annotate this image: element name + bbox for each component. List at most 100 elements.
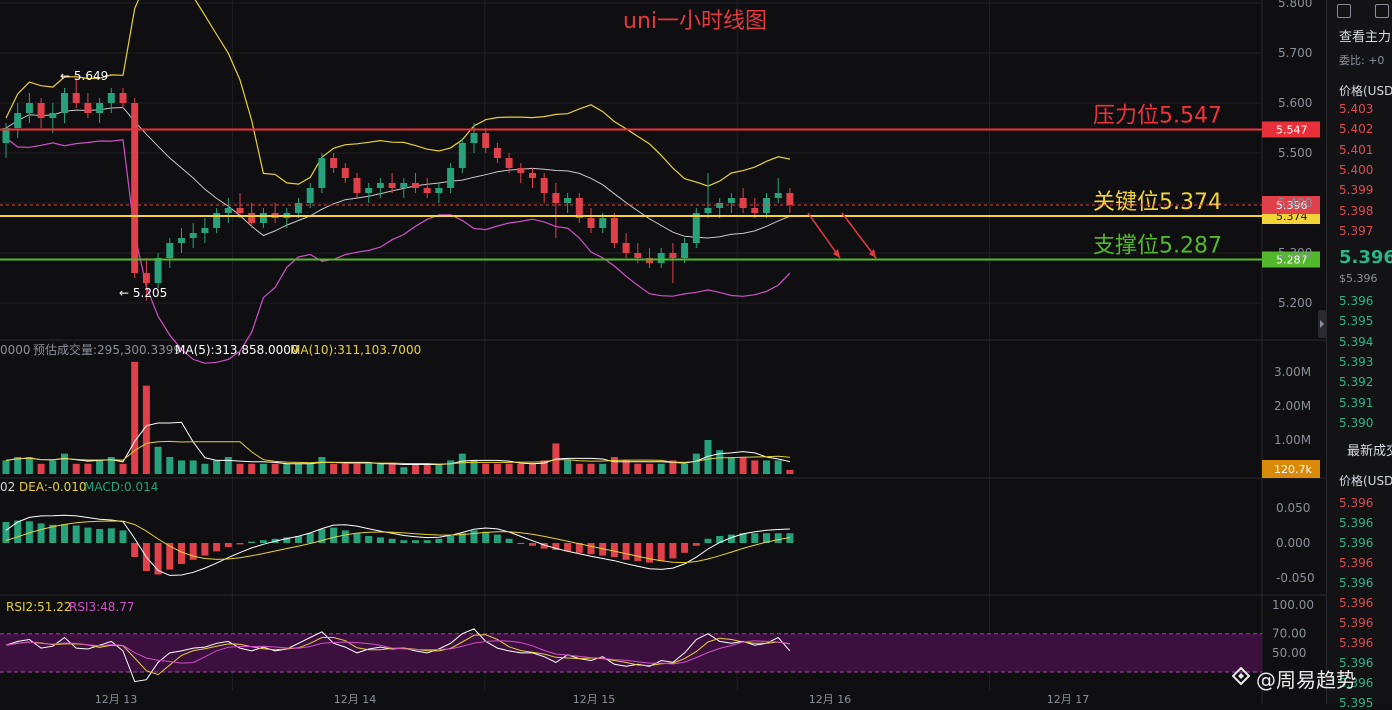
ask-row[interactable]: 5.402 [1339, 122, 1374, 137]
macd-bar [318, 529, 326, 543]
ask-row[interactable]: 5.398 [1339, 203, 1374, 218]
sidebar-header[interactable]: 查看主力 [1339, 30, 1392, 45]
macd-bar [283, 537, 291, 543]
tool-icon[interactable] [1337, 4, 1351, 18]
bid-row[interactable]: 5.391 [1339, 395, 1374, 410]
trade-row[interactable]: 5.396 [1339, 576, 1374, 590]
volume-bar [248, 463, 256, 474]
candle-body [61, 93, 68, 113]
candle-body [365, 188, 373, 193]
macd-bar [774, 533, 782, 543]
candle-body [412, 183, 419, 188]
candle-body [295, 203, 302, 213]
volume-bar [84, 463, 92, 474]
macd-panel: 0.050 0.000 -0.050 [2, 501, 1315, 585]
volume-bar [365, 463, 373, 474]
level-label: 支撑位5.287 [1093, 234, 1222, 259]
macd-tick-label: 0.050 [1276, 501, 1310, 515]
volume-ma5: MA(5):313,858.0000 [175, 343, 299, 357]
candle-body [142, 273, 150, 283]
volume-bar [599, 463, 607, 474]
candles [2, 78, 794, 301]
volume-bar [412, 463, 419, 474]
level-tag [1262, 251, 1320, 268]
macd-bar [61, 524, 68, 543]
candle-body [575, 198, 583, 218]
time-axis: 12月 13 12月 14 12月 15 12月 16 12月 17 [95, 693, 1090, 704]
trade-row[interactable]: 5.396 [1339, 556, 1374, 570]
macd-bar [435, 538, 443, 543]
macd-dea: DEA:-0.010 [19, 480, 87, 494]
trade-row[interactable]: 5.396 [1339, 656, 1374, 670]
candle-body [25, 103, 33, 113]
ask-row[interactable]: 5.401 [1339, 142, 1374, 157]
ask-row[interactable]: 5.397 [1339, 223, 1374, 238]
macd-bar [25, 521, 33, 543]
candle-body [634, 253, 642, 258]
candle-body [517, 168, 525, 173]
candle-body [154, 258, 162, 283]
high-annotation: ← 5.649 [60, 69, 108, 83]
macd-bar [552, 543, 560, 550]
volume-bar [341, 463, 349, 474]
trade-row[interactable]: 5.396 [1339, 676, 1374, 690]
volume-bar [376, 463, 384, 474]
ask-row[interactable]: 5.403 [1339, 102, 1374, 116]
macd-bar [763, 533, 770, 543]
candle-body [84, 103, 92, 113]
macd-bar [599, 543, 607, 556]
bid-row[interactable]: 5.395 [1339, 314, 1374, 329]
low-annotation: ← 5.205 [119, 286, 167, 300]
bid-row[interactable]: 5.393 [1339, 354, 1374, 369]
volume-bar [435, 463, 443, 474]
macd-bar [681, 543, 689, 553]
price-tick-label: 5.400 [1278, 196, 1312, 210]
macd-bar [482, 531, 490, 543]
bid-row[interactable]: 5.396 [1339, 294, 1374, 308]
ask-row[interactable]: 5.400 [1339, 162, 1374, 177]
bid-row[interactable]: 5.390 [1339, 415, 1374, 430]
ask-row[interactable]: 5.399 [1339, 183, 1374, 198]
volume-bar [751, 460, 759, 474]
macd-bar [376, 537, 384, 543]
settings-icon[interactable] [1375, 4, 1389, 18]
candle-body [763, 198, 770, 213]
volume-bar [224, 457, 232, 474]
volume-bar [201, 463, 209, 474]
bid-row[interactable]: 5.394 [1339, 334, 1374, 349]
trade-row[interactable]: 5.395 [1339, 696, 1374, 710]
volume-bar [669, 460, 677, 474]
volume-bar [646, 463, 653, 474]
macd-bar [622, 543, 630, 560]
trend-arrow-head [833, 249, 840, 258]
macd-bar [634, 543, 642, 562]
volume-bar [493, 463, 501, 474]
rsi-band [0, 633, 1262, 672]
trade-row[interactable]: 5.396 [1339, 596, 1374, 610]
volume-bar [154, 446, 162, 474]
volume-bar [622, 460, 630, 474]
macd-bar [224, 543, 232, 548]
latest-trades-header[interactable]: 最新成交 [1347, 444, 1392, 459]
macd-bar [96, 529, 104, 543]
macd-bar [540, 543, 548, 549]
trade-row[interactable]: 5.396 [1339, 616, 1374, 630]
bid-row[interactable]: 5.392 [1339, 375, 1374, 390]
macd-bar [739, 533, 747, 543]
volume-bar [482, 463, 490, 474]
trade-row[interactable]: 5.396 [1339, 496, 1374, 510]
trade-row[interactable]: 5.396 [1339, 516, 1374, 530]
candle-body [259, 213, 267, 223]
macd-bar [587, 543, 595, 555]
trade-row[interactable]: 5.396 [1339, 636, 1374, 650]
trade-row[interactable]: 5.396 [1339, 536, 1374, 550]
trend-arrow [807, 212, 841, 259]
trend-arrow [841, 212, 877, 259]
volume-tick-label: 3.00M [1274, 365, 1311, 379]
time-tick-label: 12月 15 [573, 693, 616, 704]
sidebar-collapse-tab[interactable] [1318, 310, 1326, 338]
volume-tag [1262, 460, 1320, 478]
candle-body [435, 188, 443, 193]
sidebar-ratio: 委比: +0 [1339, 54, 1385, 67]
